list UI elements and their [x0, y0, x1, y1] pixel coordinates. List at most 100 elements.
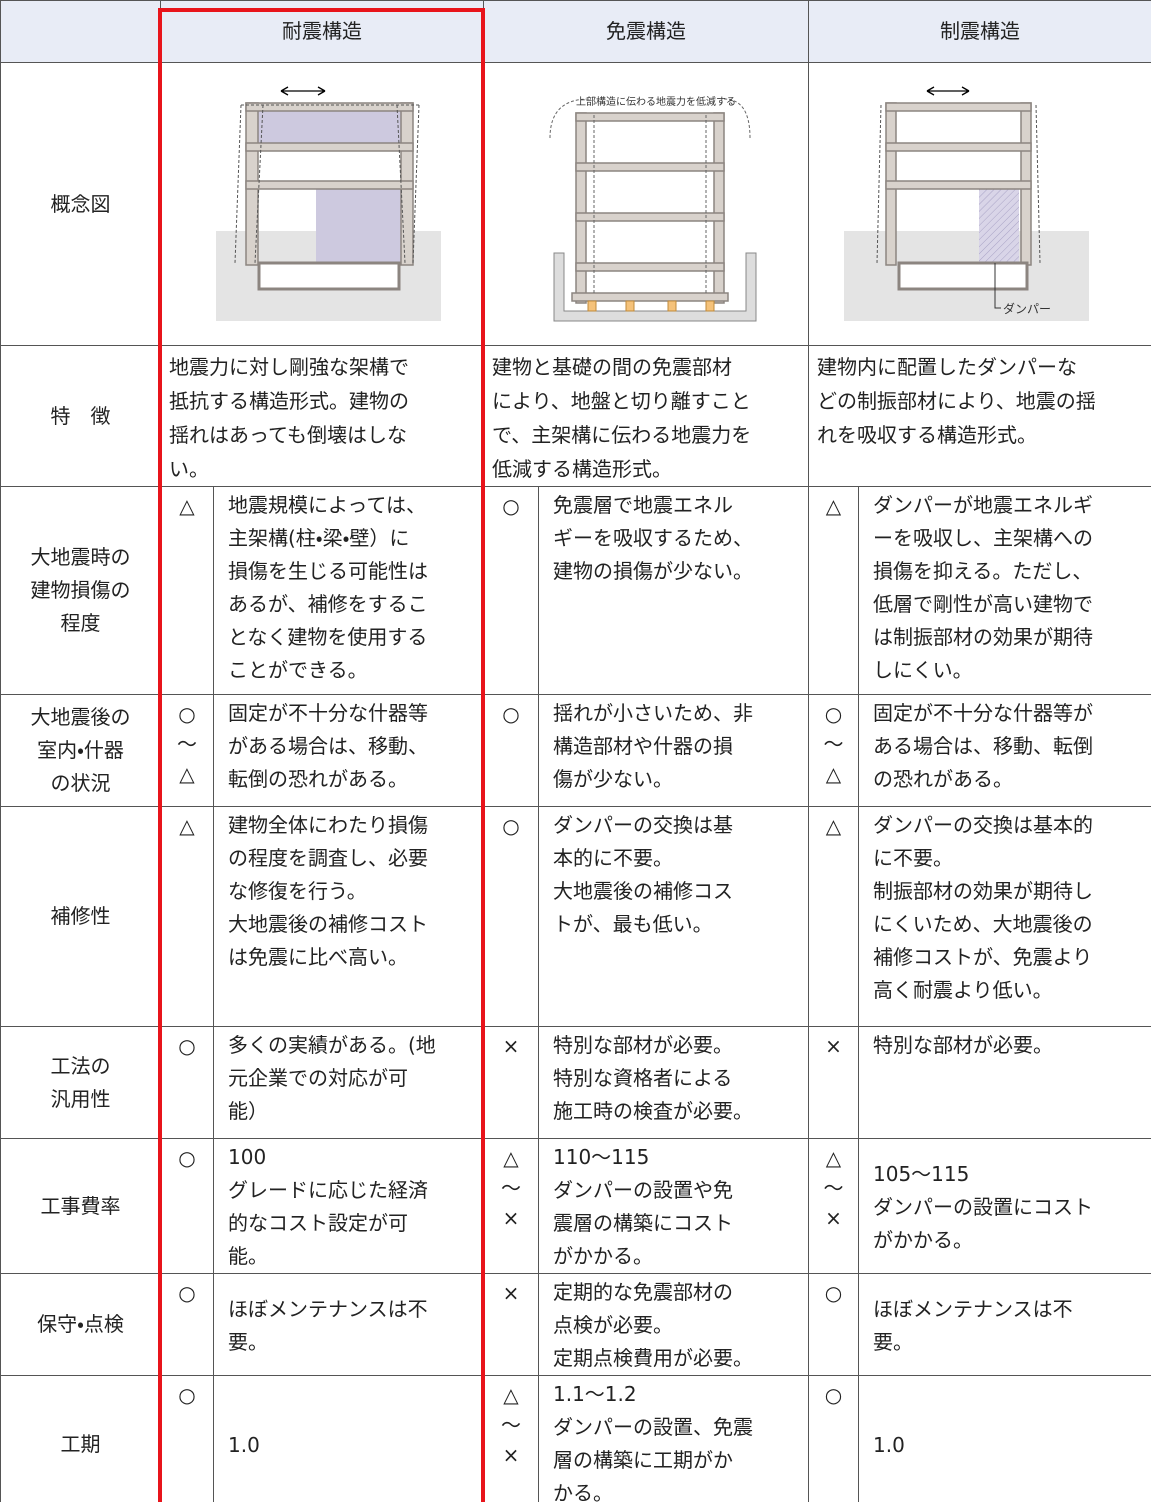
rating-cell: ×	[483, 1026, 539, 1139]
description-line: あるが、補修をするこ	[228, 592, 428, 616]
description-cell: 1.1～1.2 ダンパーの設置、免震 層の構築に工期がか かる。	[538, 1375, 809, 1502]
description-line: グレードに応じた経済	[228, 1178, 428, 1202]
description-cell: 1.0	[858, 1375, 1151, 1502]
description-line: ダンパーの設置にコスト	[873, 1194, 1093, 1219]
rating-cell: △ ～ ×	[483, 1375, 539, 1502]
description-cell: ダンパーの交換は基 本的に不要。 大地震後の補修コス トが、最も低い。	[538, 806, 809, 1027]
diagram-shape	[885, 180, 1032, 190]
rating-mark: ○	[178, 1034, 196, 1058]
description-line: にくいため、大地震後の	[873, 912, 1093, 936]
rating-mark: △	[503, 1146, 519, 1170]
description-cell: 多くの実績がある。(地 元企業での対応が可 能）	[213, 1026, 484, 1139]
description-line: 補修コストが、免震より	[873, 945, 1093, 969]
description-line: 元企業での対応が可	[228, 1066, 408, 1090]
rating-cell: ×	[808, 1026, 859, 1139]
rating-cell: △	[808, 806, 859, 1027]
description-line: 固定が不十分な什器等が	[873, 701, 1093, 725]
description-line: に不要。	[873, 846, 953, 870]
description-line: しにくい。	[873, 658, 973, 682]
description-cell: 定期的な免震部材の 点検が必要。 定期点検費用が必要。	[538, 1273, 809, 1376]
description-line: な修復を行う。	[228, 879, 367, 903]
rating-cell: ○	[808, 1273, 859, 1376]
description-line: ダンパーが地震エネルギ	[873, 493, 1093, 517]
description-line: 要。	[228, 1329, 268, 1354]
diagram-row: 概念図 上部構造に伝わる地震力を低減する ダンパー	[0, 62, 1151, 346]
description-line: 多くの実績がある。(地	[228, 1033, 436, 1057]
description-line: がかかる。	[553, 1244, 653, 1268]
feature-cell: 建物内に配置したダンパーな どの制振部材により、地震の揺 れを吸収する構造形式。	[808, 345, 1151, 487]
description-line: ダンパーの設置、免震	[553, 1415, 753, 1439]
diagram-shape	[705, 300, 715, 312]
rated-row: 大地震後の 室内・什器 の状況 ○ ～ △ 固定が不十分な什器等 がある場合は、移動、 転倒の恐…	[0, 694, 1151, 807]
rated-row: 保守・点検 ○ ほぼメンテナンスは不 要。 × 定期的な免震部材の 点検が必要。 定期点検費用…	[0, 1273, 1151, 1376]
description-line: 固定が不十分な什器等	[228, 701, 428, 725]
column-header: 耐震構造	[160, 0, 484, 63]
row-label-text: 工期	[60, 1432, 101, 1456]
rating-mark: ○	[824, 702, 843, 726]
feature-line: 建物内に配置したダンパーな	[817, 355, 1077, 379]
rating-mark: ○	[178, 1281, 196, 1305]
diagram-shape	[571, 292, 729, 302]
description-line: 100	[228, 1145, 267, 1169]
row-label-text: 保守・点検	[37, 1312, 124, 1336]
feature-line: い。	[169, 457, 209, 481]
rating-mark: ○	[502, 494, 520, 518]
diagram-shape	[316, 189, 401, 263]
diagram-shape	[280, 86, 326, 96]
column-title: 制震構造	[940, 19, 1020, 43]
diagram-shape	[587, 300, 597, 312]
diagram-shape	[571, 112, 729, 304]
column-header: 免震構造	[483, 0, 809, 63]
rating-mark: ×	[825, 1034, 842, 1058]
description-line: 大地震後の補修コス	[553, 879, 733, 903]
concept-diagram: ダンパー	[844, 86, 1089, 321]
row-label-text: 特 徴	[50, 403, 111, 428]
rating-mark: △	[179, 814, 195, 838]
diagram-shape	[994, 263, 1001, 309]
rating-cell: ○	[160, 1375, 214, 1502]
description-line: 層の構築に工期がか	[553, 1448, 733, 1472]
description-line: ダンパーの交換は基	[553, 813, 733, 837]
row-label: 大地震時の 建物損傷の 程度	[0, 486, 161, 695]
feature-line: どの制振部材により、地震の揺	[817, 389, 1096, 413]
row-label: 工事費率	[0, 1138, 161, 1274]
diagram-shape	[713, 112, 725, 304]
description-line: 105～115	[873, 1161, 970, 1186]
rating-cell: △	[160, 806, 214, 1027]
rating-mark: ～	[501, 1413, 521, 1437]
diagram-shape	[575, 212, 725, 222]
diagram-cell: ダンパー	[808, 62, 1151, 346]
description-line: 建物全体にわたり損傷	[228, 813, 428, 837]
rating-mark: △	[825, 762, 842, 786]
row-label-text: 汎用性	[50, 1086, 111, 1111]
description-line: ことができる。	[228, 658, 368, 682]
rating-mark: ○	[178, 702, 196, 726]
diagram-shape	[257, 261, 401, 291]
diagram-shape	[897, 261, 1029, 291]
description-line: ギーを吸収するため、	[553, 526, 753, 550]
description-line: 点検が必要。	[553, 1313, 673, 1337]
row-label: 工法の 汎用性	[0, 1026, 161, 1139]
diagram-shape	[258, 111, 401, 143]
diagram-note: ダンパー	[1003, 301, 1051, 316]
row-label: 補修性	[0, 806, 161, 1027]
description-line: 主架構(柱・梁・壁）に	[228, 526, 410, 550]
row-label: 概念図	[0, 62, 161, 346]
description-cell: ほぼメンテナンスは不 要。	[213, 1273, 484, 1376]
description-line: ダンパーの設置や免	[553, 1178, 733, 1202]
description-line: ほぼメンテナンスは不	[228, 1296, 428, 1321]
rating-cell: ○	[808, 1375, 859, 1502]
diagram-shape	[926, 86, 970, 96]
description-cell: 地震規模によっては、 主架構(柱・梁・壁）に 損傷を生じる可能性は あるが、補修をする…	[213, 486, 484, 695]
rating-mark: △	[825, 494, 842, 518]
rating-mark: ～	[501, 1176, 521, 1200]
description-line: は免震に比べ高い。	[228, 945, 408, 969]
feature-line: で、主架構に伝わる地震力を	[492, 423, 752, 447]
row-label-text: 程度	[60, 611, 101, 635]
description-line: 地震規模によっては、	[228, 493, 426, 517]
rating-mark: ○	[178, 1383, 196, 1407]
diagram-note: 上部構造に伝わる地震力を低減する	[576, 95, 736, 108]
